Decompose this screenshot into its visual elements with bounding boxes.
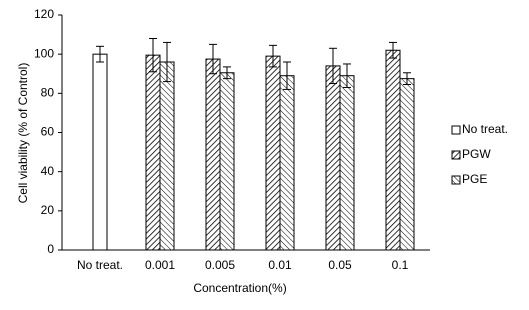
y-tick-label: 100: [34, 46, 54, 60]
x-tick-label: 0.005: [205, 258, 235, 272]
legend-label: PGE: [462, 172, 487, 186]
bar: [219, 72, 235, 251]
legend-swatch: [451, 150, 461, 160]
y-axis-label: Cell viability (% of Control): [16, 63, 30, 204]
y-tick-label: 60: [41, 125, 55, 139]
bar: [325, 65, 341, 251]
y-tick-label: 80: [41, 86, 55, 100]
bar: [145, 54, 161, 251]
x-tick-label: 0.001: [145, 258, 175, 272]
y-tick-label: 0: [47, 242, 54, 256]
bar: [265, 55, 281, 251]
bar: [92, 53, 108, 251]
x-tick-label: 0.01: [268, 258, 292, 272]
bar: [205, 58, 221, 251]
bar: [385, 49, 401, 251]
legend-swatch: [451, 125, 461, 135]
y-tick-label: 40: [41, 164, 55, 178]
x-tick-label: 0.1: [392, 258, 409, 272]
x-tick-label: No treat.: [77, 258, 123, 272]
bar: [159, 61, 175, 251]
legend-swatch: [451, 175, 461, 185]
y-tick-label: 20: [41, 203, 55, 217]
bar: [399, 78, 415, 251]
x-tick-label: 0.05: [328, 258, 352, 272]
x-axis-label: Concentration(%): [193, 281, 286, 295]
bar: [339, 75, 355, 251]
legend-label: No treat.: [462, 122, 508, 136]
legend-label: PGW: [462, 147, 491, 161]
y-tick-label: 120: [34, 7, 54, 21]
bar: [279, 75, 295, 251]
